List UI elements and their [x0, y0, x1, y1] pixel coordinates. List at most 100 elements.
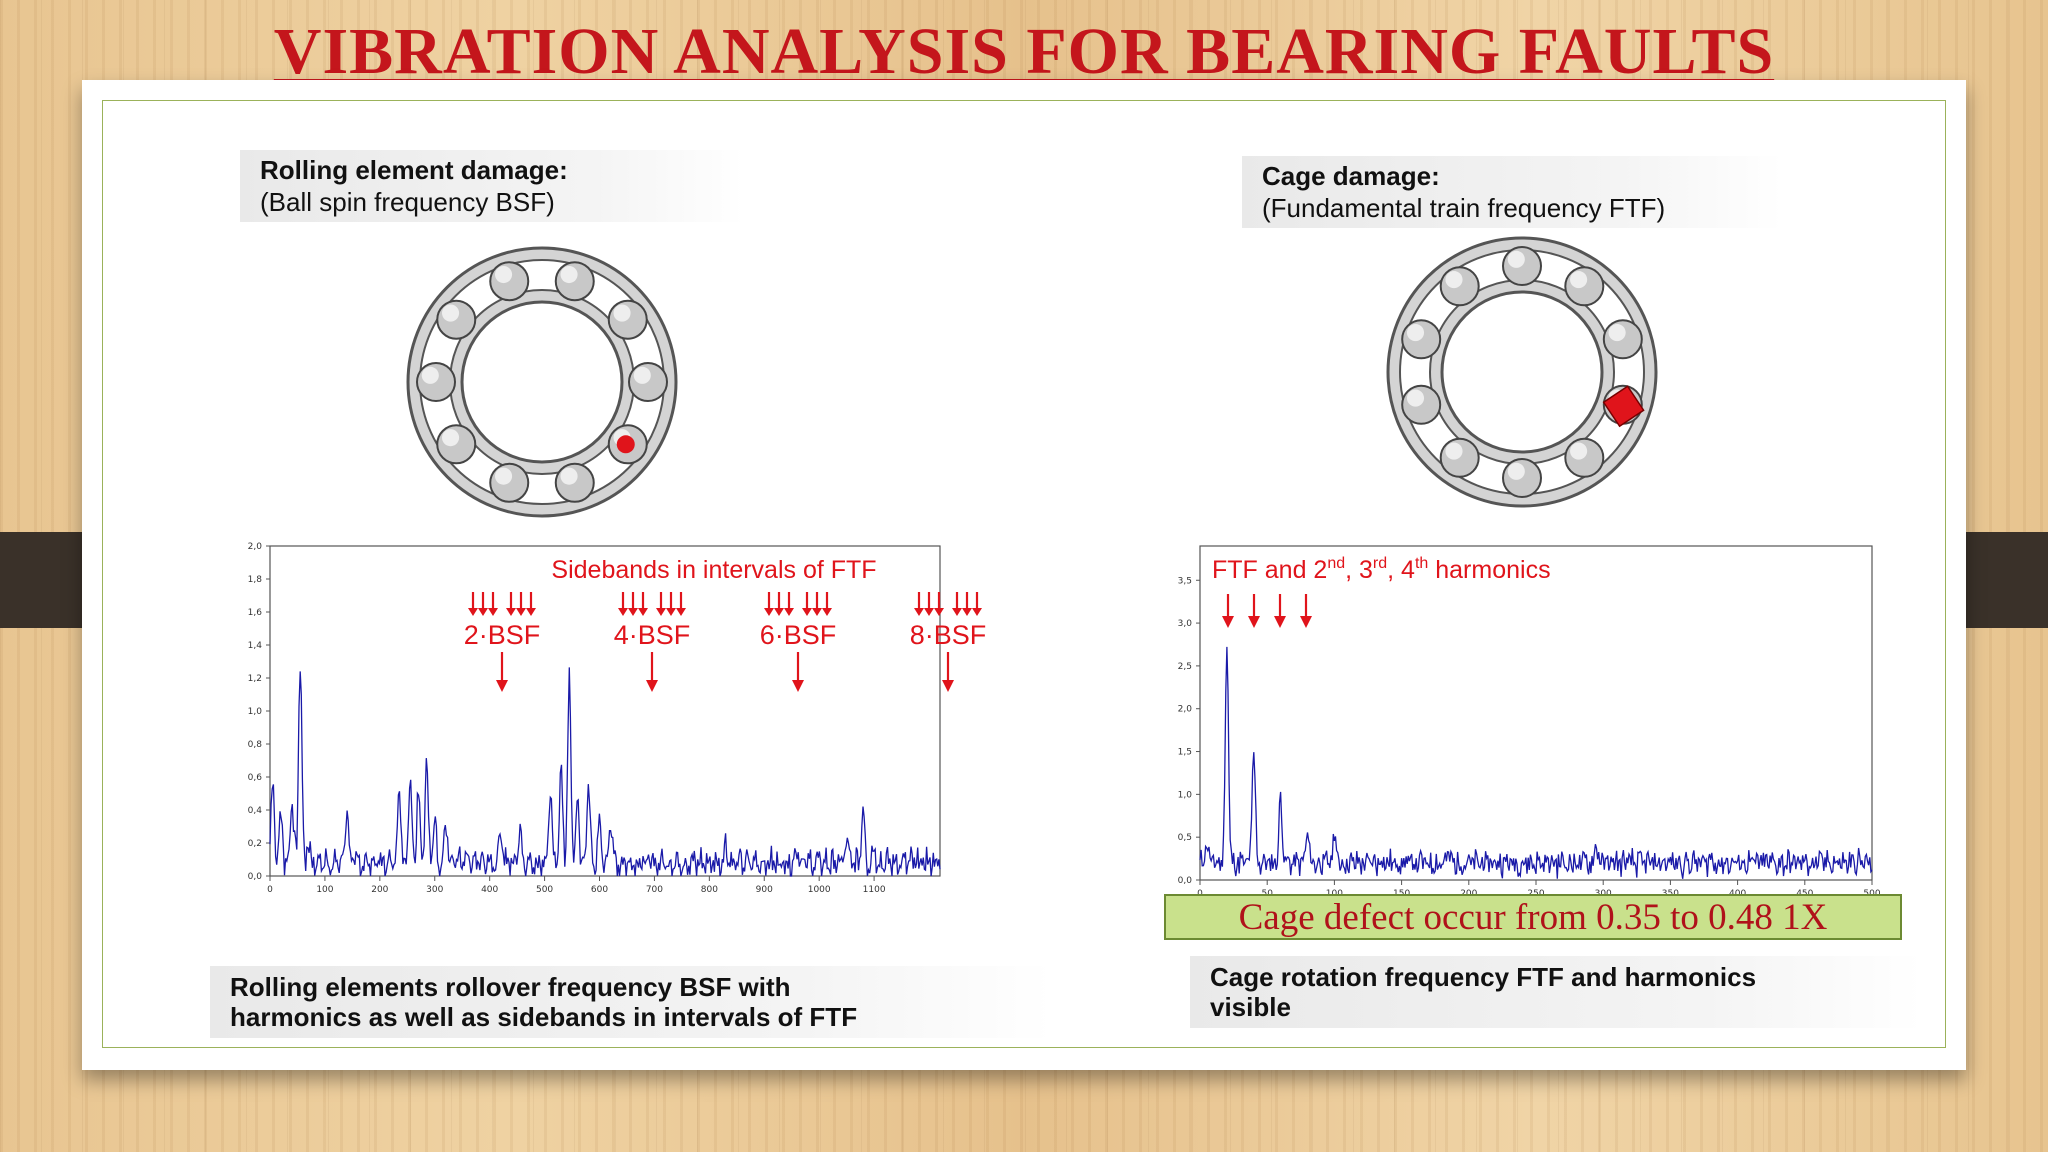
- rolling-ball: [554, 261, 595, 302]
- harmonic-arrowhead: [942, 680, 954, 692]
- slide-panel: Rolling element damage: (Ball spin frequ…: [82, 80, 1966, 1070]
- sideband-arrowhead: [962, 608, 972, 616]
- rolling-ball: [436, 424, 477, 465]
- bearing-cage-defect-diagram: [1386, 236, 1658, 508]
- sideband-arrowhead: [526, 608, 536, 616]
- y-tick-label: 0,0: [248, 872, 263, 882]
- rolling-ball: [489, 261, 530, 302]
- inner-race-bore: [1440, 290, 1604, 454]
- y-tick-label: 1,6: [248, 608, 263, 618]
- ball-highlight: [613, 304, 631, 322]
- sideband-arrowhead: [914, 608, 924, 616]
- harmonic-marker-group: 8·BSF: [910, 592, 987, 692]
- annotation-text: harmonics: [1428, 556, 1550, 584]
- harmonic-label: 4·BSF: [614, 620, 691, 650]
- cage-damage-subtitle: (Fundamental train frequency FTF): [1262, 193, 1666, 223]
- rolling-element-subtitle: (Ball spin frequency BSF): [260, 187, 555, 217]
- harmonic-marker-group: 4·BSF: [614, 592, 691, 692]
- x-tick-label: 700: [646, 885, 663, 895]
- harmonic-label: 8·BSF: [910, 620, 987, 650]
- x-tick-label: 500: [536, 885, 553, 895]
- sideband-arrowhead: [656, 608, 666, 616]
- rolling-ball: [1502, 458, 1542, 498]
- y-tick-label: 0,6: [248, 773, 263, 783]
- ball-highlight: [1445, 271, 1463, 289]
- x-tick-label: 400: [481, 885, 498, 895]
- y-tick-label: 0,2: [248, 839, 262, 849]
- ball-highlight: [633, 366, 651, 384]
- y-tick-label: 1,8: [248, 575, 263, 585]
- x-tick-label: 1100: [863, 885, 886, 895]
- ball-highlight: [1507, 462, 1525, 480]
- ball-highlight: [441, 304, 460, 322]
- ball-highlight: [560, 265, 578, 284]
- sideband-arrowhead: [822, 608, 832, 616]
- sideband-arrowhead: [802, 608, 812, 616]
- y-tick-label: 1,0: [1178, 790, 1193, 800]
- sideband-arrowhead: [784, 608, 794, 616]
- x-tick-label: 0: [267, 885, 273, 895]
- ftf-caption-line1: Cage rotation frequency FTF and harmonic…: [1210, 962, 1757, 992]
- x-tick-label: 1000: [808, 885, 831, 895]
- ftf-harmonics-annotation: FTF and 2nd, 3rd, 4th harmonics: [1212, 555, 1551, 584]
- sideband-arrowhead: [478, 608, 488, 616]
- y-tick-label: 1,5: [1178, 748, 1192, 758]
- ball-highlight: [1406, 324, 1425, 342]
- y-tick-label: 0,5: [1178, 833, 1192, 843]
- y-tick-label: 2,5: [1178, 662, 1192, 672]
- rolling-ball: [416, 362, 456, 402]
- harmonic-arrowhead: [792, 680, 804, 692]
- rolling-ball: [1502, 246, 1542, 286]
- sideband-arrowhead: [764, 608, 774, 616]
- cage-defect-segment: [1602, 385, 1645, 428]
- ftf-arrowhead: [1222, 616, 1234, 628]
- annotation-superscript: rd: [1373, 555, 1387, 572]
- x-tick-label: 100: [316, 885, 333, 895]
- x-tick-label: 800: [701, 885, 718, 895]
- harmonic-arrowhead: [646, 680, 658, 692]
- page-title: VIBRATION ANALYSIS FOR BEARING FAULTS: [273, 15, 1775, 88]
- annotation-superscript: nd: [1327, 555, 1345, 572]
- ftf-caption: Cage rotation frequency FTF and harmonic…: [1190, 956, 1922, 1028]
- rolling-ball: [1439, 437, 1480, 478]
- rolling-ball: [1602, 319, 1643, 360]
- y-tick-label: 1,2: [248, 674, 262, 684]
- bearing-ball-defect-diagram: [406, 246, 678, 518]
- x-tick-label: 900: [756, 885, 773, 895]
- y-tick-label: 2,0: [248, 542, 263, 552]
- harmonic-label: 6·BSF: [760, 620, 837, 650]
- ball-highlight: [441, 429, 460, 447]
- annotation-text: FTF and 2: [1212, 556, 1327, 584]
- bsf-caption-line2: harmonics as well as sidebands in interv…: [230, 1002, 858, 1032]
- sideband-arrowhead: [774, 608, 784, 616]
- sideband-arrowhead: [934, 608, 944, 616]
- rolling-ball: [1401, 384, 1442, 425]
- ftf-arrowhead: [1248, 616, 1260, 628]
- ftf-caption-line2: visible: [1210, 992, 1291, 1022]
- ftf-arrowhead: [1274, 616, 1286, 628]
- sideband-arrowhead: [628, 608, 638, 616]
- spectrum-line: [1199, 646, 1873, 879]
- x-tick-label: 200: [371, 885, 388, 895]
- y-tick-label: 2,0: [1178, 705, 1193, 715]
- sideband-arrowhead: [488, 608, 498, 616]
- rolling-ball: [1564, 266, 1605, 307]
- sideband-arrowhead: [952, 608, 962, 616]
- rolling-ball: [1401, 319, 1442, 360]
- sideband-arrowhead: [972, 608, 982, 616]
- plot-area: [269, 545, 941, 877]
- ball-highlight: [560, 467, 578, 485]
- y-tick-label: 0,0: [1178, 876, 1193, 886]
- cage-damage-header: Cage damage: (Fundamental train frequenc…: [1242, 156, 1782, 228]
- ball-highlight: [494, 265, 513, 284]
- slide-frame: [102, 100, 1946, 1048]
- rolling-ball: [1439, 266, 1480, 307]
- harmonic-arrowhead: [496, 680, 508, 692]
- sideband-arrowhead: [666, 608, 676, 616]
- spectrum-line: [269, 667, 941, 877]
- bsf-caption: Rolling elements rollover frequency BSF …: [210, 966, 1052, 1038]
- annotation-superscript: th: [1415, 555, 1428, 572]
- sideband-arrowhead: [506, 608, 516, 616]
- ball-highlight: [1507, 250, 1525, 268]
- rolling-ball: [489, 462, 530, 503]
